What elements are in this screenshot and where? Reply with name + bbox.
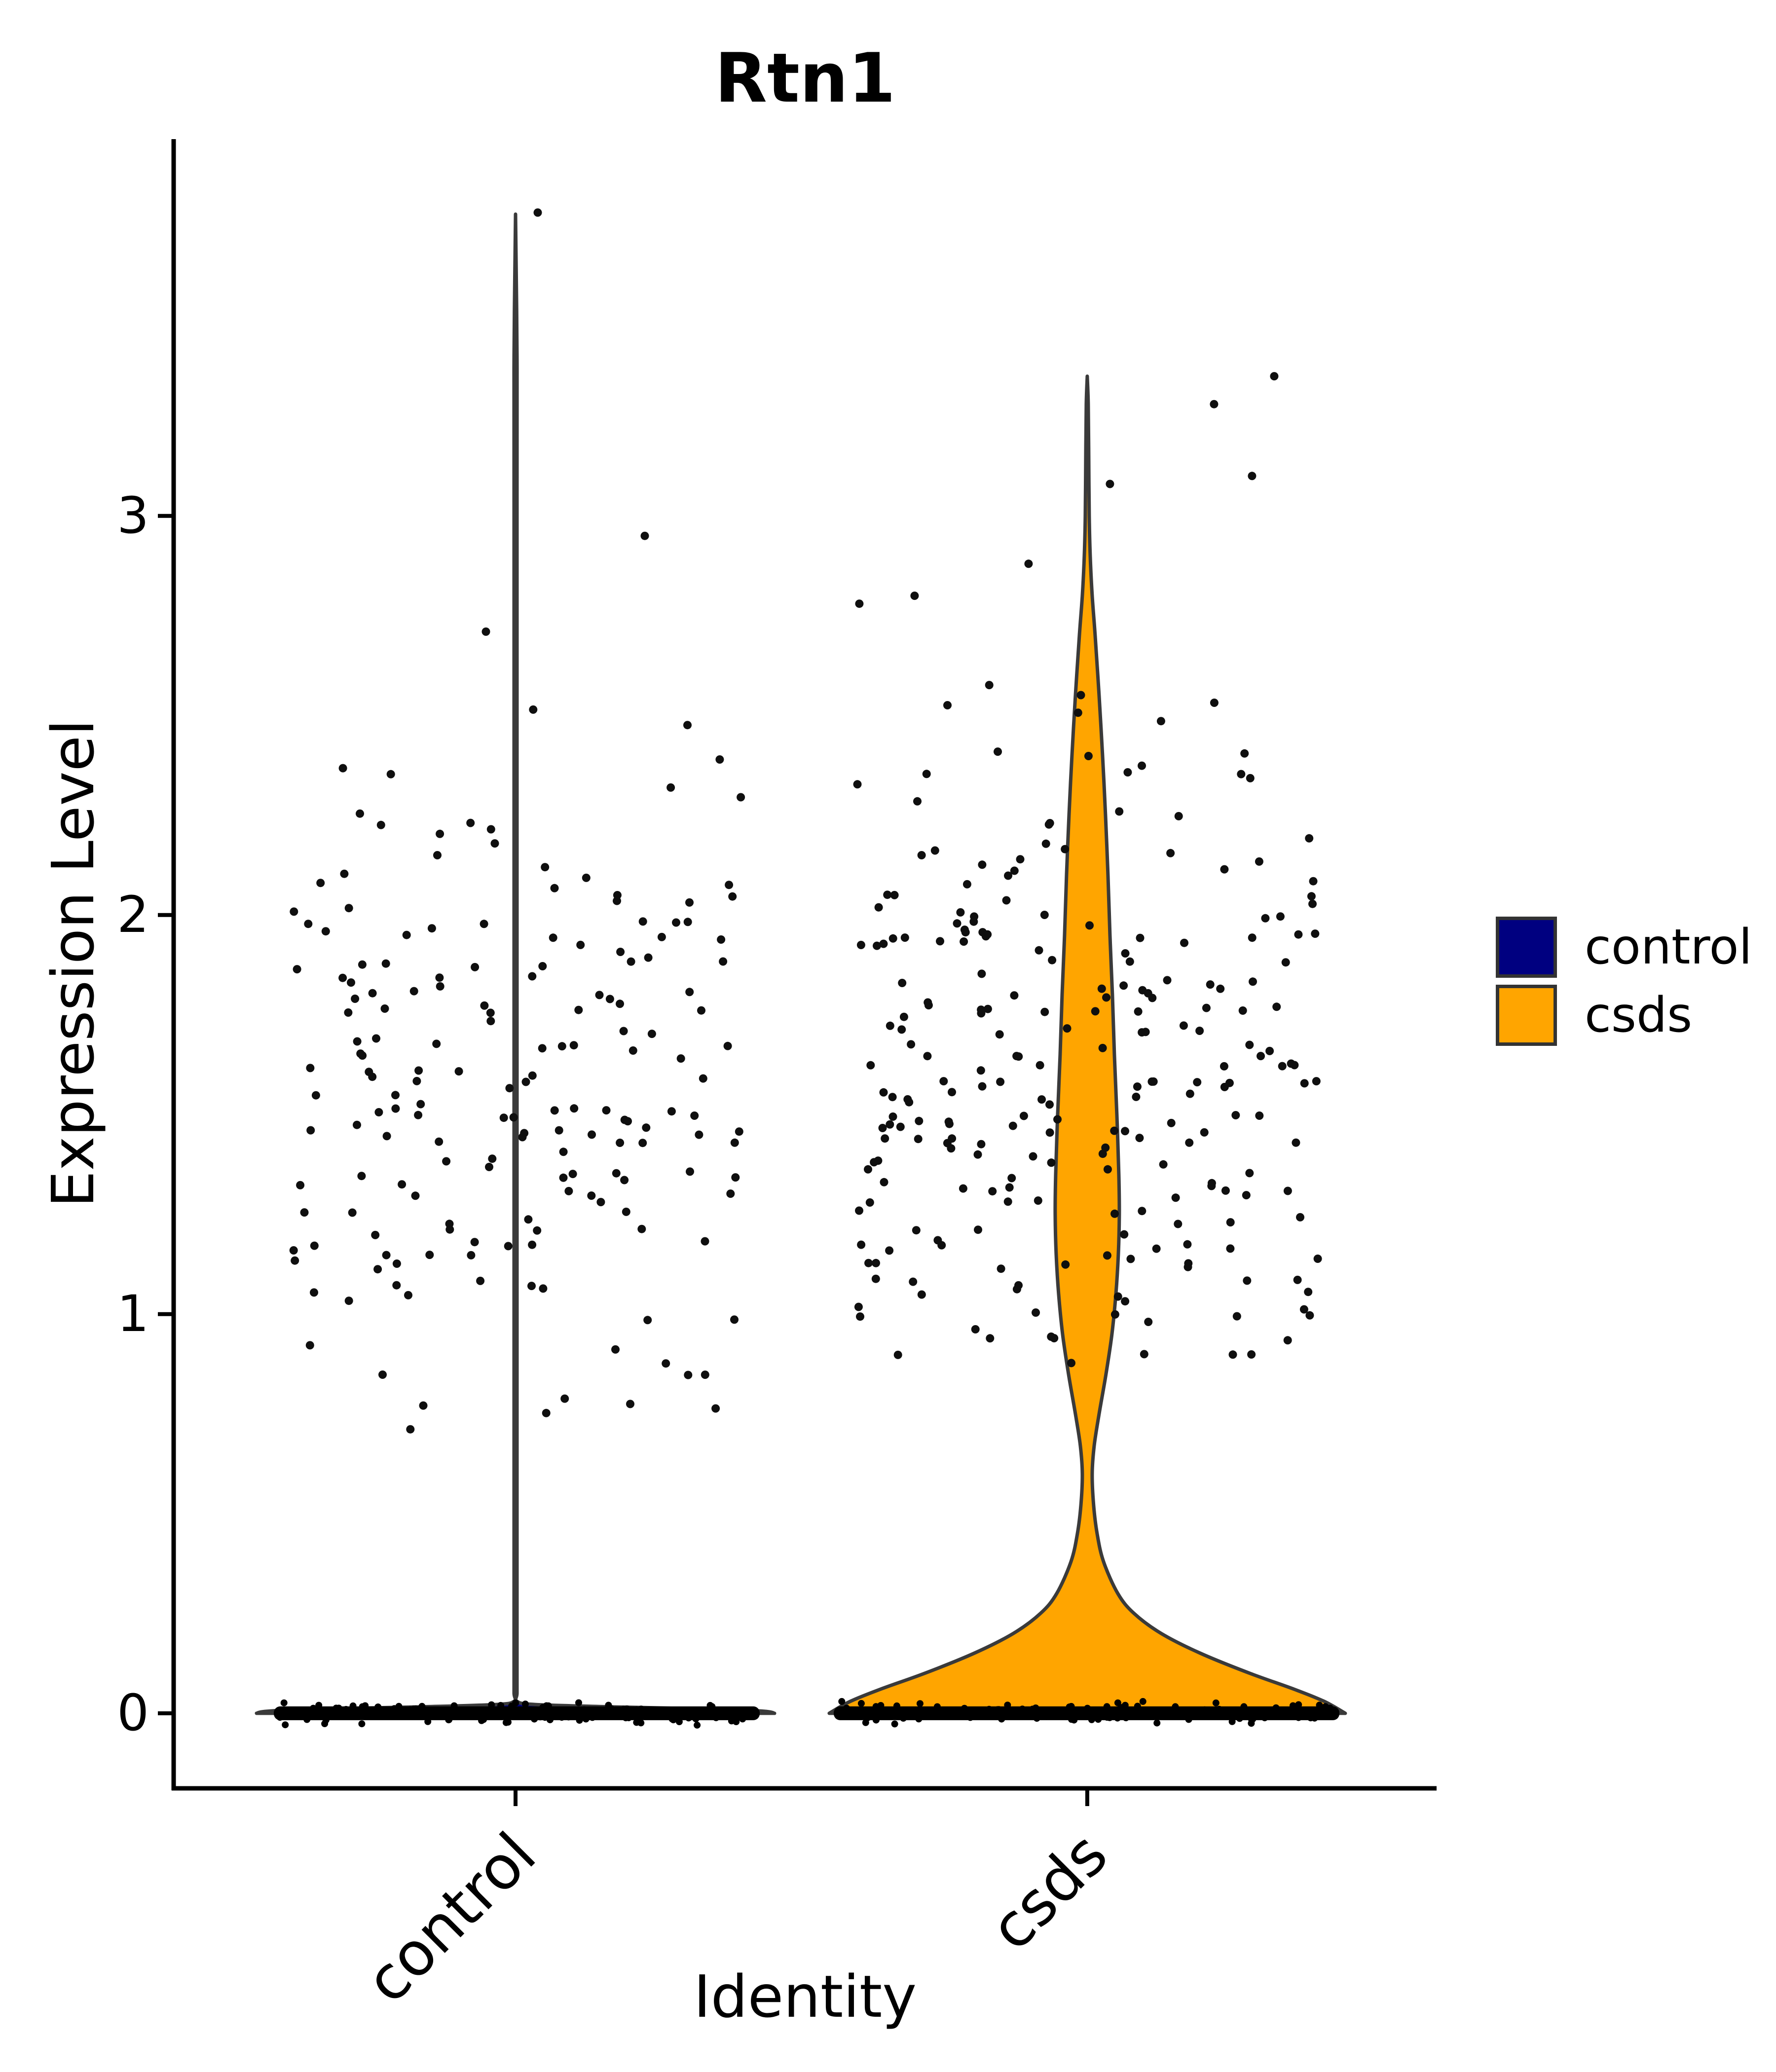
x-axis-title: Identity: [693, 1962, 917, 2031]
chart-title: Rtn1: [714, 38, 896, 118]
legend-label-control: control: [1585, 919, 1752, 975]
y-tick-label-1: 1: [117, 1284, 149, 1343]
y-tick-label-2: 2: [117, 885, 149, 944]
legend-label-csds: csds: [1585, 987, 1693, 1043]
y-tick-label-3: 3: [117, 486, 149, 545]
legend-entry-csds: csds: [1496, 985, 1752, 1046]
legend: control csds: [1496, 917, 1752, 1053]
legend-swatch-control: [1496, 917, 1557, 978]
y-tick-label-0: 0: [117, 1683, 149, 1742]
legend-entry-control: control: [1496, 917, 1752, 978]
legend-swatch-csds: [1496, 985, 1557, 1046]
